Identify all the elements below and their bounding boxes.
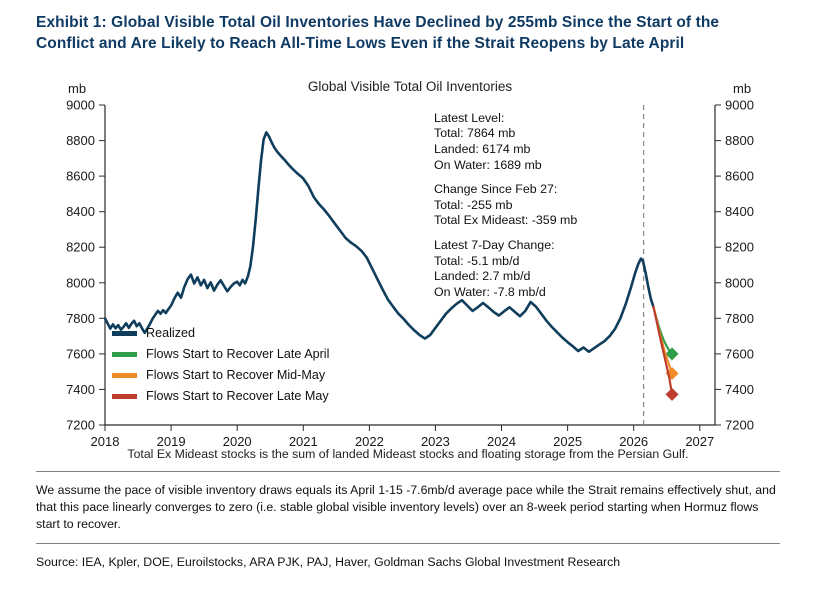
realized-line-swatch-icon	[112, 331, 137, 336]
assumption-text: We assume the pace of visible inventory …	[36, 482, 776, 532]
svg-text:8000: 8000	[66, 275, 95, 290]
svg-text:2023: 2023	[421, 434, 450, 447]
svg-text:7200: 7200	[66, 417, 95, 432]
chart-title: Global Visible Total Oil Inventories	[307, 78, 513, 94]
svg-text:8000: 8000	[725, 275, 754, 290]
chart-footnote: Total Ex Mideast stocks is the sum of la…	[127, 446, 689, 461]
svg-text:2019: 2019	[157, 434, 186, 447]
chart-legend: Realized Flows Start to Recover Late Apr…	[112, 323, 329, 407]
svg-text:8600: 8600	[66, 168, 95, 183]
chart-annotation: Latest Level: Total: 7864 mb Landed: 617…	[434, 111, 577, 310]
svg-text:2020: 2020	[223, 434, 252, 447]
svg-text:7400: 7400	[66, 382, 95, 397]
svg-text:7600: 7600	[725, 346, 754, 361]
svg-text:2027: 2027	[685, 434, 714, 447]
svg-text:8800: 8800	[66, 133, 95, 148]
svg-text:2025: 2025	[553, 434, 582, 447]
annotation-line: Latest 7-Day Change:	[434, 237, 555, 252]
svg-text:7600: 7600	[66, 346, 95, 361]
seven-day-change-group: Latest 7-Day Change: Total: -5.1 mb/d La…	[434, 238, 577, 300]
late-april-line-swatch-icon	[112, 352, 137, 357]
annotation-line: Landed: 6174 mb	[434, 141, 531, 156]
annotation-line: Total: -5.1 mb/d	[434, 253, 520, 268]
source-line: Source: IEA, Kpler, DOE, Euroilstocks, A…	[36, 555, 621, 570]
legend-label: Flows Start to Recover Late April	[146, 347, 330, 362]
divider	[36, 543, 780, 545]
change-since-group: Change Since Feb 27: Total: -255 mb Tota…	[434, 182, 577, 229]
annotation-line: Latest Level:	[434, 110, 505, 125]
svg-text:8400: 8400	[66, 204, 95, 219]
legend-item-realized: Realized	[112, 323, 329, 344]
svg-text:8400: 8400	[725, 204, 754, 219]
svg-text:9000: 9000	[66, 97, 95, 112]
right-axis-unit-label: mb	[733, 80, 752, 96]
svg-text:7800: 7800	[725, 311, 754, 326]
svg-text:2026: 2026	[619, 434, 648, 447]
annotation-line: Total Ex Mideast: -359 mb	[434, 213, 578, 228]
legend-label: Realized	[146, 326, 196, 341]
legend-item-recover-late-may: Flows Start to Recover Late May	[112, 386, 329, 407]
divider	[36, 470, 780, 472]
svg-text:2024: 2024	[487, 434, 516, 447]
svg-text:7400: 7400	[725, 382, 754, 397]
svg-text:8600: 8600	[725, 168, 754, 183]
chart-area: Global Visible Total Oil Inventories mb …	[0, 59, 816, 447]
annotation-line: Landed: 2.7 mb/d	[434, 269, 531, 284]
svg-text:9000: 9000	[725, 97, 754, 112]
annotation-line: Change Since Feb 27:	[434, 182, 558, 197]
svg-text:8800: 8800	[725, 133, 754, 148]
svg-text:2018: 2018	[91, 434, 120, 447]
oil-inventories-line-chart: 7200 7200 7400 7400 7600 7600 7800 7800 8000 8000…	[66, 97, 754, 447]
left-axis-unit-label: mb	[68, 80, 87, 96]
latest-level-group: Latest Level: Total: 7864 mb Landed: 617…	[434, 111, 577, 173]
legend-item-recover-mid-may: Flows Start to Recover Mid-May	[112, 365, 329, 386]
mid-may-line-swatch-icon	[112, 373, 137, 378]
svg-text:8200: 8200	[66, 239, 95, 254]
svg-text:8200: 8200	[725, 239, 754, 254]
annotation-line: Total: -255 mb	[434, 197, 513, 212]
late-may-line-swatch-icon	[112, 394, 137, 399]
annotation-line: On Water: -7.8 mb/d	[434, 284, 546, 299]
exhibit-title: Exhibit 1: Global Visible Total Oil Inve…	[36, 14, 720, 53]
legend-item-recover-late-april: Flows Start to Recover Late April	[112, 344, 329, 365]
svg-text:2022: 2022	[355, 434, 384, 447]
legend-label: Flows Start to Recover Late May	[146, 389, 329, 404]
svg-text:2021: 2021	[289, 434, 318, 447]
annotation-line: On Water: 1689 mb	[434, 157, 542, 172]
svg-text:7200: 7200	[725, 417, 754, 432]
annotation-line: Total: 7864 mb	[434, 126, 516, 141]
legend-label: Flows Start to Recover Mid-May	[146, 368, 326, 383]
svg-text:7800: 7800	[66, 311, 95, 326]
